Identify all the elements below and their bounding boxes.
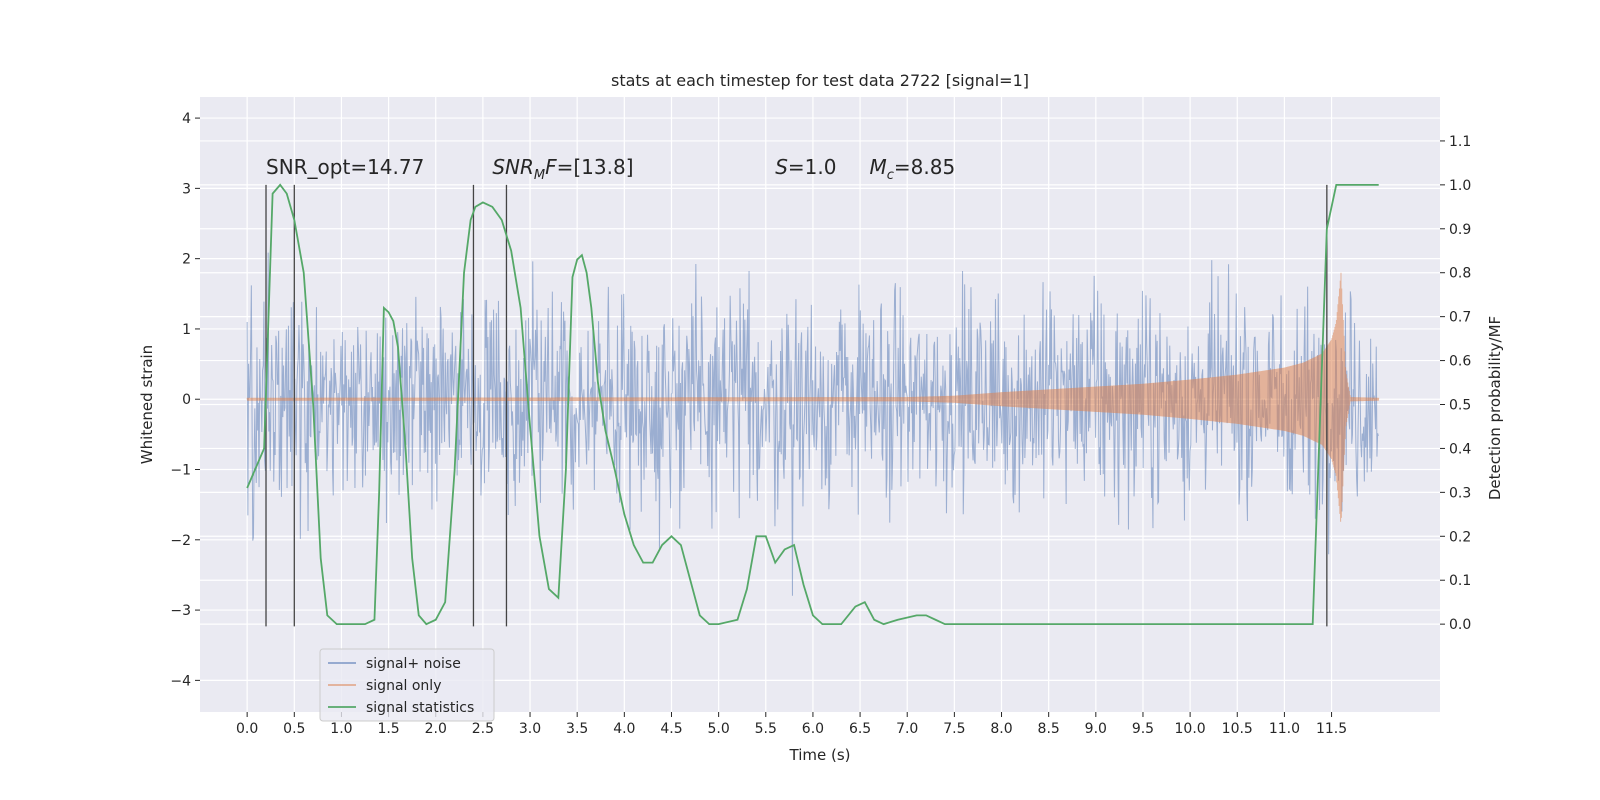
y2-tick-label: 0.3 [1449,485,1471,501]
x-tick-label: 1.0 [330,721,352,737]
x-tick-label: 5.5 [755,721,777,737]
annotation: Mc=8.85 [870,155,956,183]
x-tick-label: 9.0 [1085,721,1107,737]
y-tick-label: 1 [182,322,191,338]
y2-axis-label: Detection probability/MF [1486,316,1504,500]
y2-tick-label: 0.2 [1449,529,1471,545]
x-tick-label: 1.5 [377,721,399,737]
y2-tick-label: 0.6 [1449,354,1471,370]
legend: signal+ noise signal only signal statistic… [319,648,495,722]
x-tick-label: 2.5 [472,721,494,737]
annotation: SNR_opt=14.77 [266,155,424,179]
y-tick-label: −3 [170,603,191,619]
x-tick-label: 0.0 [236,721,258,737]
y2-tick-label: 1.1 [1449,134,1471,150]
plot-layer [246,183,1380,627]
series-signal-statistics [246,183,1379,626]
y2-tick-label: 0.7 [1449,310,1471,326]
y2-axis-ticks: 0.0 0.1 0.2 0.3 0.4 0.5 0.6 0.7 0.8 0.9 1.0 1.1 [1440,134,1471,633]
x-tick-label: 7.5 [943,721,965,737]
y-axis-ticks: −4 −3 −2 −1 0 1 2 3 4 [170,111,200,689]
y2-tick-label: 0.0 [1449,617,1471,633]
y2-tick-label: 0.9 [1449,222,1471,238]
x-tick-label: 8.0 [990,721,1012,737]
x-tick-label: 5.0 [707,721,729,737]
series-signal-only [246,272,1380,522]
x-tick-label: 2.0 [425,721,447,737]
x-tick-label: 9.5 [1132,721,1154,737]
legend-entry: signal only [366,678,441,694]
x-tick-label: 0.5 [283,721,305,737]
x-tick-label: 10.5 [1222,721,1253,737]
x-tick-label: 6.5 [849,721,871,737]
x-tick-label: 4.5 [660,721,682,737]
y-tick-label: −4 [170,673,191,689]
x-tick-label: 11.5 [1316,721,1347,737]
y-tick-label: 3 [182,181,191,197]
legend-entry: signal statistics [366,700,474,716]
y-axis-label: Whitened strain [138,345,156,464]
y-tick-label: 2 [182,252,191,268]
annotation: S=1.0 [775,155,836,179]
y2-tick-label: 0.5 [1449,398,1471,414]
x-tick-label: 10.0 [1175,721,1206,737]
y-tick-label: 0 [182,392,191,408]
x-tick-label: 3.5 [566,721,588,737]
x-axis-ticks: 0.0 0.5 1.0 1.5 2.0 2.5 3.0 3.5 4.0 4.5 5.0 5.5 6.0 6… [236,712,1347,737]
y2-tick-label: 0.1 [1449,573,1471,589]
legend-entry: signal+ noise [366,656,461,672]
y2-tick-label: 1.0 [1449,178,1471,194]
annotation: SNRMF=[13.8] [492,155,633,183]
y2-tick-label: 0.4 [1449,441,1471,457]
x-tick-label: 4.0 [613,721,635,737]
x-tick-label: 6.0 [802,721,824,737]
y-tick-label: −1 [170,463,191,479]
x-tick-label: 7.0 [896,721,918,737]
annotations: SNR_opt=14.77 SNRMF=[13.8] S=1.0 Mc=8.85 [266,155,955,183]
x-tick-label: 3.0 [519,721,541,737]
x-axis-label: Time (s) [789,746,851,764]
x-tick-label: 11.0 [1269,721,1300,737]
legend-box [319,648,495,722]
x-tick-label: 8.5 [1038,721,1060,737]
chart-title: stats at each timestep for test data 272… [611,71,1029,90]
y2-tick-label: 0.8 [1449,266,1471,282]
y-tick-label: −2 [170,533,191,549]
y-tick-label: 4 [182,111,191,127]
series-signal-plus-noise [246,252,1379,596]
